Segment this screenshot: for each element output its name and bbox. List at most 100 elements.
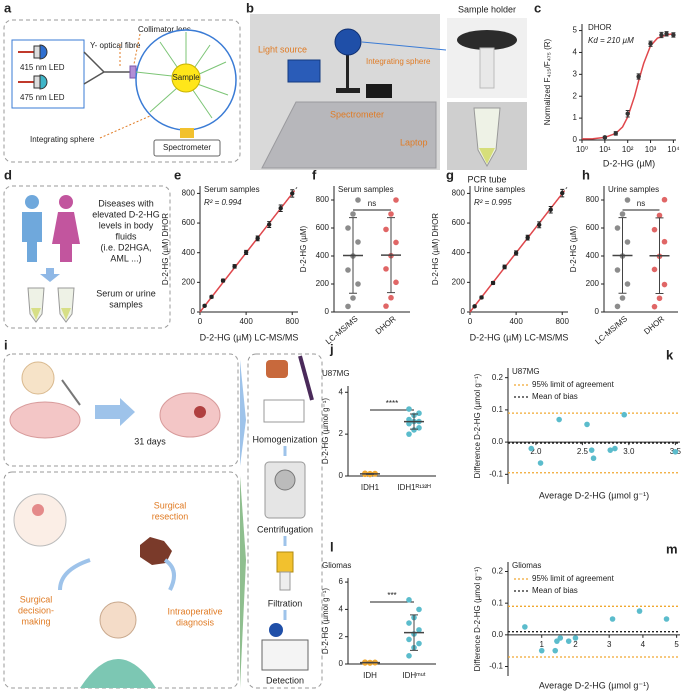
x-tick-label: 2 bbox=[573, 640, 578, 649]
y-tick-label: 200 bbox=[452, 277, 466, 286]
x-tick-label: 800 bbox=[286, 317, 300, 326]
tissue-photo bbox=[266, 360, 288, 378]
chart-title: Serum samples bbox=[338, 185, 394, 194]
y-tick-label: 0.1 bbox=[492, 405, 504, 414]
data-point bbox=[651, 303, 658, 310]
x-axis-label: D-2-HG (µM) LC-MS/MS bbox=[200, 332, 299, 342]
x-tick-label: 4 bbox=[641, 640, 646, 649]
y-axis-label: Difference D-2-HG (µmol g⁻¹) bbox=[473, 373, 482, 478]
arrow bbox=[95, 398, 135, 426]
step-label: Surgical bbox=[20, 594, 53, 604]
y-axis-label: D-2-HG (µmol g⁻¹) bbox=[321, 398, 330, 465]
leader bbox=[99, 115, 151, 139]
step-label: resection bbox=[152, 511, 189, 521]
data-point bbox=[393, 197, 399, 203]
legend-label: 95% limit of agreement bbox=[532, 380, 615, 389]
x-tick-label: 10² bbox=[622, 145, 634, 154]
laptop bbox=[261, 101, 437, 169]
person-icon bbox=[25, 195, 39, 209]
pointer bbox=[361, 41, 447, 51]
text-line: AML ...) bbox=[110, 253, 141, 263]
panel-letter: f bbox=[312, 167, 317, 182]
text-line: Serum or urine bbox=[96, 288, 156, 298]
y-tick-label: 800 bbox=[182, 189, 196, 198]
y-tick-label: 0 bbox=[595, 307, 600, 316]
data-point bbox=[355, 197, 361, 203]
data-point bbox=[537, 460, 544, 466]
x-tick-label: 1 bbox=[539, 640, 544, 649]
stand-base bbox=[336, 88, 360, 93]
y-tick-label: 5 bbox=[573, 26, 578, 35]
data-point bbox=[406, 597, 412, 603]
panel-letter: e bbox=[174, 167, 181, 182]
sphere-label: Integrating sphere bbox=[30, 135, 95, 144]
data-point bbox=[661, 281, 668, 288]
panel-letter: l bbox=[330, 539, 334, 554]
fibre-label: Y- optical fibre bbox=[90, 41, 141, 50]
filter-tube bbox=[279, 571, 291, 591]
data-point bbox=[624, 281, 631, 287]
text-line: Diseases with bbox=[98, 198, 154, 208]
y-tick-label: 800 bbox=[452, 189, 466, 198]
data-point bbox=[651, 226, 658, 233]
data-point bbox=[565, 638, 572, 644]
y-tick-label: 0.0 bbox=[492, 630, 504, 639]
x-tick-label: LC-MS/MS bbox=[593, 314, 629, 346]
panel-letter: g bbox=[446, 167, 454, 182]
data-point bbox=[624, 239, 631, 245]
y-tick-label: 800 bbox=[586, 195, 600, 204]
leader bbox=[133, 33, 141, 65]
text-line: elevated D-2-HG bbox=[92, 209, 160, 219]
detector-port bbox=[180, 128, 194, 138]
data-point bbox=[656, 295, 663, 302]
data-point bbox=[355, 281, 361, 287]
photo-label: Laptop bbox=[400, 137, 428, 147]
y-tick-label: 3 bbox=[573, 69, 578, 78]
y-axis-label: Normalized F₄₁₅/F₄₇₅ (R) bbox=[543, 38, 552, 125]
led-icon bbox=[39, 44, 48, 60]
y-tick-label: 1 bbox=[573, 113, 578, 122]
x-tick-label: 400 bbox=[509, 317, 523, 326]
data-point bbox=[621, 411, 628, 418]
chart-panel: m -0.1 0.0 0.1 0.2 1 2 3 4 5 Difference D-2-HG (µm… bbox=[473, 541, 680, 690]
data-point bbox=[290, 191, 295, 196]
tube-sample bbox=[31, 308, 71, 320]
holder bbox=[457, 30, 517, 50]
x-tick-label: 10⁰ bbox=[576, 145, 588, 154]
y-tick-label: 2 bbox=[573, 91, 578, 100]
data-point bbox=[572, 635, 579, 641]
text-line: (i.e. D2HGA, bbox=[100, 242, 151, 252]
led-icon bbox=[33, 75, 41, 89]
y-tick-label: 600 bbox=[452, 218, 466, 227]
panel-letter: c bbox=[534, 0, 541, 15]
photo-label: Light source bbox=[258, 44, 307, 54]
data-point bbox=[416, 410, 422, 417]
y-tick-label: 600 bbox=[316, 223, 330, 232]
data-point bbox=[416, 627, 422, 633]
x-tick-label: IDH1ᴿ¹³²ᴴ bbox=[397, 483, 431, 492]
step-label: diagnosis bbox=[176, 617, 215, 627]
holder-tube bbox=[479, 47, 495, 89]
data-point bbox=[350, 211, 356, 217]
chart-title: U87MG bbox=[322, 369, 350, 378]
chart-panel: h 0 200 400 600 800 D-2-HG (µM) Urine samples ns… bbox=[569, 167, 678, 346]
photo-label: Spectrometer bbox=[330, 109, 384, 119]
x-tick-label: 10¹ bbox=[599, 145, 611, 154]
data-point bbox=[406, 620, 412, 626]
optical-fibre bbox=[83, 51, 132, 85]
x-tick-label: IDH1 bbox=[361, 483, 380, 492]
mouse-icon bbox=[159, 392, 221, 438]
y-tick-label: 600 bbox=[586, 223, 600, 232]
data-point bbox=[383, 266, 389, 272]
y-axis-label: D-2-HG (µM) DHOR bbox=[161, 213, 170, 285]
x-axis-label: Average D-2-HG (µmol g⁻¹) bbox=[539, 490, 649, 500]
data-point bbox=[556, 416, 562, 423]
data-point bbox=[590, 455, 597, 462]
panel-letter: k bbox=[666, 347, 674, 362]
panel-frame bbox=[3, 471, 239, 689]
panel-letter: a bbox=[4, 0, 12, 15]
cycle-arrow bbox=[58, 558, 176, 591]
head-icon bbox=[13, 493, 67, 547]
